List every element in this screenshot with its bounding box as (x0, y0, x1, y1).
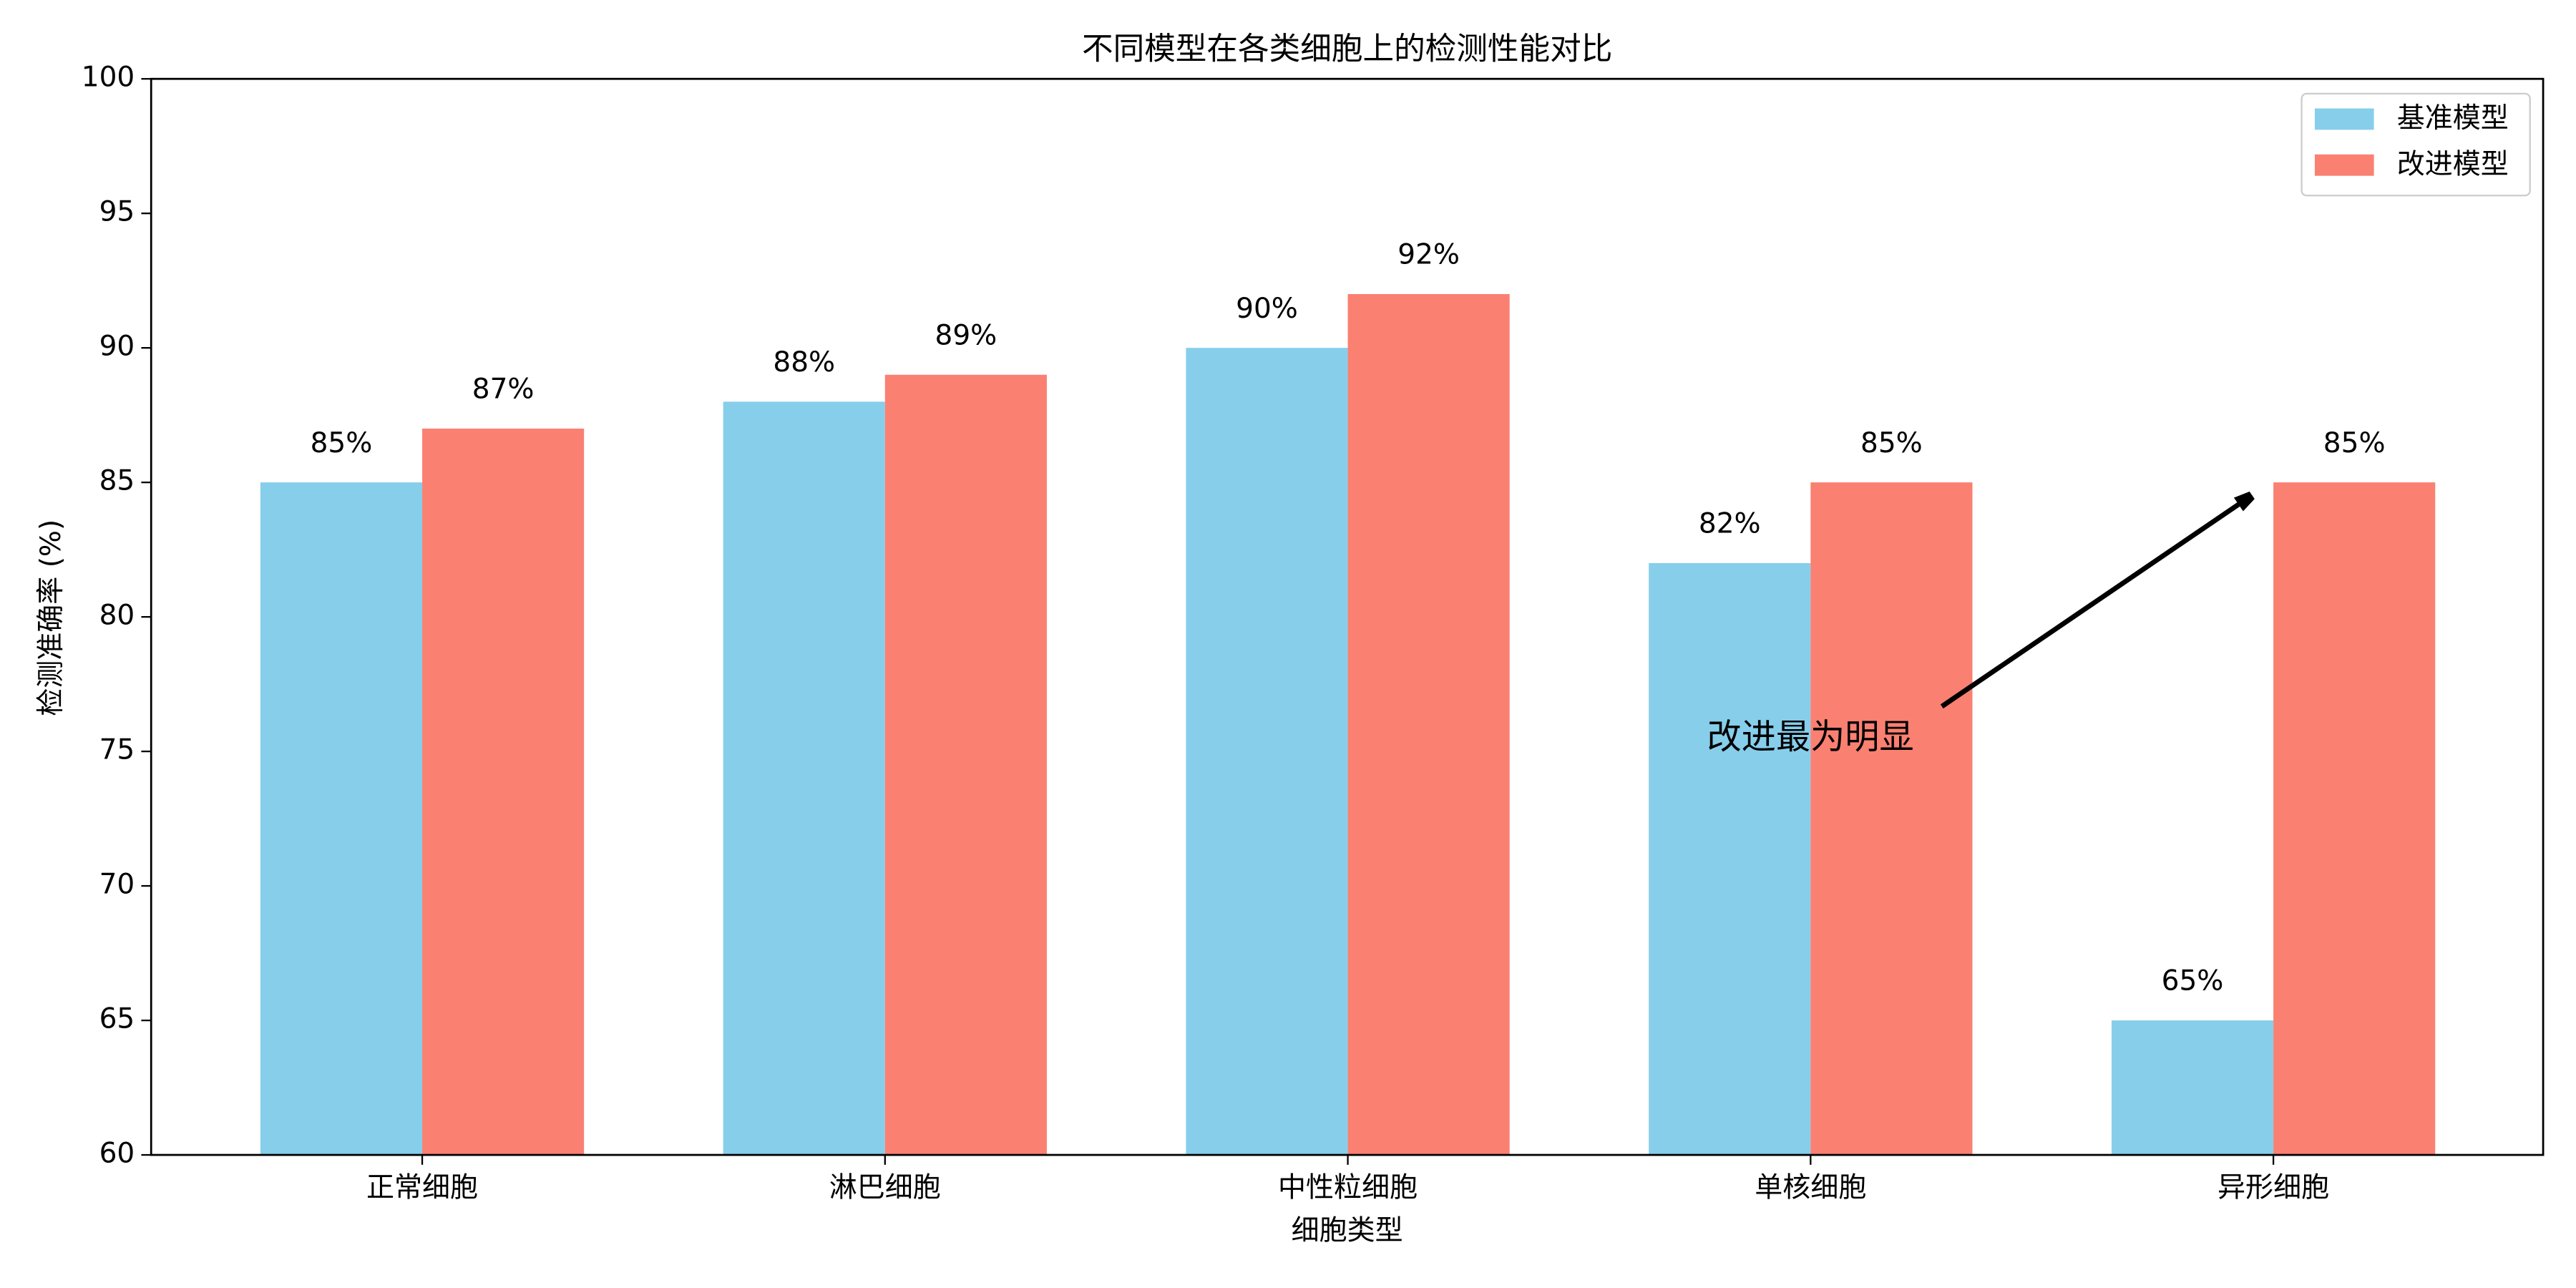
value-label: 82% (1699, 508, 1761, 540)
legend-label: 改进模型 (2397, 148, 2509, 180)
value-label: 85% (1860, 427, 1923, 459)
y-tick-label: 90 (99, 331, 135, 363)
bar (2273, 482, 2436, 1156)
y-tick-label: 80 (99, 600, 135, 632)
bar (1649, 562, 1811, 1156)
y-tick-label: 100 (82, 62, 135, 94)
plot-frame (150, 77, 2545, 1156)
x-tick-label: 正常细胞 (366, 1172, 478, 1204)
y-tick-label: 95 (99, 196, 135, 228)
x-axis-label: 细胞类型 (1292, 1214, 1403, 1246)
y-tick-label: 75 (99, 734, 135, 766)
chart-title: 不同模型在各类细胞上的检测性能对比 (1082, 31, 1612, 67)
y-tick-label: 85 (99, 465, 135, 497)
value-label: 88% (773, 346, 835, 379)
legend-swatch (2314, 154, 2374, 176)
value-label: 85% (311, 427, 373, 459)
x-tick-label: 中性粒细胞 (1278, 1172, 1418, 1204)
value-label: 90% (1236, 293, 1298, 325)
bar (422, 428, 585, 1156)
bar (260, 482, 423, 1156)
value-label: 65% (2162, 965, 2224, 997)
y-tick-label: 60 (99, 1138, 135, 1170)
x-tick-label: 单核细胞 (1755, 1172, 1866, 1204)
annotation-arrow (1940, 496, 2251, 709)
y-tick-label: 65 (99, 1003, 135, 1035)
value-label: 92% (1397, 239, 1460, 271)
x-tick-label: 异形细胞 (2218, 1172, 2329, 1204)
bar (2111, 1020, 2274, 1156)
bar (1186, 348, 1348, 1156)
value-label: 87% (472, 374, 535, 406)
bar (1347, 293, 1510, 1156)
legend-swatch (2314, 108, 2374, 130)
bar (884, 374, 1047, 1156)
legend-label: 基准模型 (2397, 102, 2509, 135)
y-axis-label: 检测准确率 (%) (35, 519, 67, 716)
value-label: 85% (2323, 427, 2386, 459)
value-label: 89% (935, 319, 997, 351)
bar (723, 401, 885, 1156)
x-tick-label: 淋巴细胞 (829, 1172, 941, 1204)
y-tick-label: 70 (99, 869, 135, 901)
bar (1810, 482, 1973, 1156)
annotation: 改进最为明显 (1707, 717, 1913, 757)
